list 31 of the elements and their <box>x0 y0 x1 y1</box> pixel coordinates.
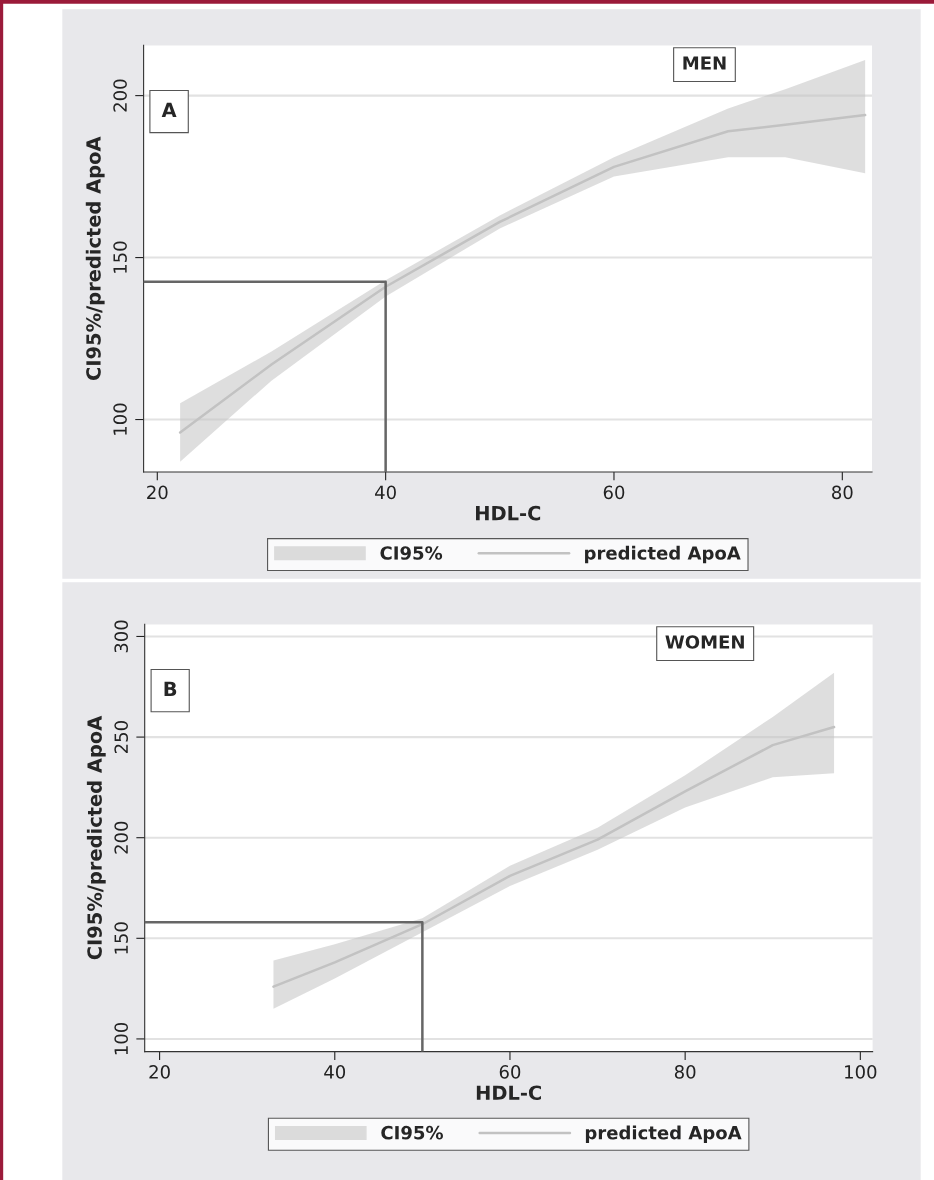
legend-title: CI95% <box>381 1125 443 1140</box>
y-tick-label: 300 <box>114 620 129 653</box>
chart-title: MEN <box>683 56 726 70</box>
y-tick-label: 250 <box>114 721 129 753</box>
annotation: A <box>161 102 177 117</box>
line-series <box>178 113 867 434</box>
legend-title: CI95% <box>380 546 443 560</box>
y-tick-label: 150 <box>113 241 127 273</box>
y-tick-label: 100 <box>113 403 127 435</box>
x-tick-label: 20 <box>147 485 168 500</box>
legend-label: predicted ApoA <box>585 545 741 564</box>
y-tick-label: 150 <box>114 922 129 954</box>
y-tick-label: 200 <box>114 821 129 854</box>
y-tick-label: 100 <box>114 1022 129 1055</box>
line-series <box>272 725 836 988</box>
x-axis-title: HDL-C <box>476 505 541 521</box>
x-tick-label: 60 <box>603 485 625 500</box>
x-tick-label: 80 <box>674 1065 696 1079</box>
legend-label: predicted ApoA <box>585 1125 742 1143</box>
x-tick-label: 40 <box>375 485 396 500</box>
chart-title: WOMEN <box>665 635 744 649</box>
x-tick-label: 80 <box>832 485 853 500</box>
x-tick-label: 100 <box>845 1065 877 1079</box>
y-axis-title: CI95%/predicted ApoA <box>85 136 105 380</box>
x-tick-label: 20 <box>149 1065 170 1079</box>
y-tick-label: 200 <box>113 79 127 112</box>
annotation: B <box>164 681 177 696</box>
y-axis-title: CI95%/predicted ApoA <box>86 715 106 960</box>
x-axis-title: HDL-C <box>476 1085 541 1101</box>
x-tick-label: 40 <box>324 1065 346 1079</box>
x-tick-label: 60 <box>499 1065 521 1079</box>
